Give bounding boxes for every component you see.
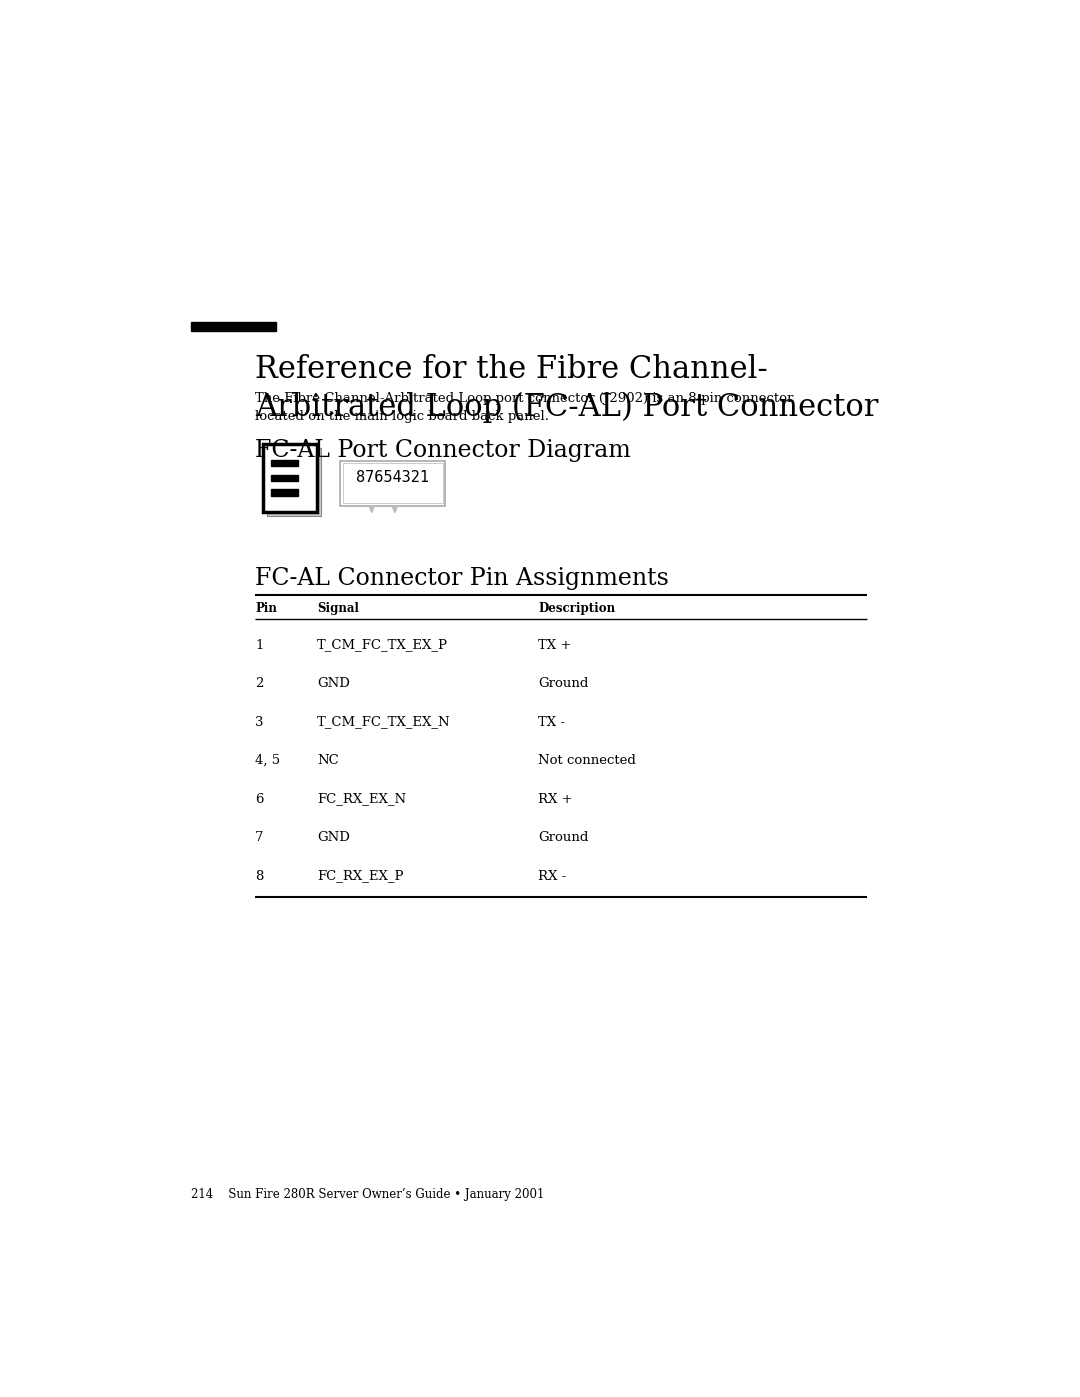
Bar [271,475,298,481]
Bar [271,460,298,465]
Text: TX -: TX - [538,715,565,729]
Text: FC_RX_EX_P: FC_RX_EX_P [318,869,404,883]
Text: Not connected: Not connected [538,754,636,767]
Text: 3: 3 [255,715,264,729]
Text: GND: GND [318,831,350,844]
Text: FC-AL Port Connector Diagram: FC-AL Port Connector Diagram [255,439,631,461]
Bar [342,464,443,503]
Bar [340,461,445,506]
Text: 1: 1 [255,638,264,651]
Text: 4, 5: 4, 5 [255,754,280,767]
Bar [191,321,276,331]
Text: The Fibre Channel-Arbitrated Loop port connector (J2902) is an 8-pin connector
l: The Fibre Channel-Arbitrated Loop port c… [255,393,794,423]
Text: Reference for the Fibre Channel-
Arbitrated Loop (FC-AL) Port Connector: Reference for the Fibre Channel- Arbitra… [255,353,878,423]
Text: FC-AL Connector Pin Assignments: FC-AL Connector Pin Assignments [255,567,669,591]
Text: RX -: RX - [538,869,566,883]
Bar [267,448,321,515]
Text: Ground: Ground [538,831,589,844]
Text: 8: 8 [255,869,264,883]
Text: 7: 7 [255,831,264,844]
Text: Description: Description [538,602,616,615]
Text: TX +: TX + [538,638,571,651]
Text: Ground: Ground [538,678,589,690]
Text: Signal: Signal [318,602,359,615]
Bar [271,489,298,496]
Text: GND: GND [318,678,350,690]
Text: 6: 6 [255,792,264,806]
Text: 87654321: 87654321 [356,471,429,486]
Text: 214    Sun Fire 280R Server Owner’s Guide • January 2001: 214 Sun Fire 280R Server Owner’s Guide •… [191,1187,544,1201]
Text: Pin: Pin [255,602,276,615]
Bar [262,444,318,511]
Text: FC_RX_EX_N: FC_RX_EX_N [318,792,406,806]
Text: T_CM_FC_TX_EX_N: T_CM_FC_TX_EX_N [318,715,450,729]
Text: 2: 2 [255,678,264,690]
Polygon shape [369,506,375,513]
Text: RX +: RX + [538,792,572,806]
Text: T_CM_FC_TX_EX_P: T_CM_FC_TX_EX_P [318,638,448,651]
Text: NC: NC [318,754,339,767]
Polygon shape [392,506,397,513]
